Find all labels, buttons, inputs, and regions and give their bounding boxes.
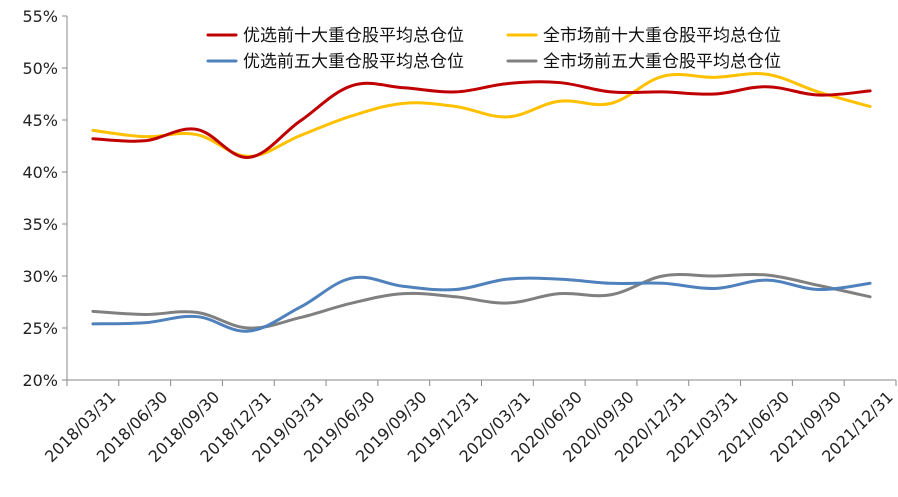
legend-item: 全市场前五大重仓股平均总仓位 [506,52,781,72]
legend-label: 优选前十大重仓股平均总仓位 [243,26,464,46]
series-line-3 [91,272,872,330]
legend-item: 优选前五大重仓股平均总仓位 [206,52,464,72]
y-tick-label: 55% [22,7,58,26]
x-axis-ticks: 2018/03/312018/06/302018/09/302018/12/31… [41,380,897,466]
y-tick-label: 30% [22,267,58,286]
series-line-2 [91,275,872,333]
y-tick-label: 20% [22,371,58,390]
series-line-0 [91,80,872,159]
legend-label: 优选前五大重仓股平均总仓位 [243,52,464,72]
y-tick-label: 45% [22,111,58,130]
chart-legend: 优选前十大重仓股平均总仓位 全市场前十大重仓股平均总仓位优选前五大重仓股平均总仓位… [206,26,781,72]
y-tick-label: 25% [22,319,58,338]
y-tick-label: 50% [22,59,58,78]
y-axis-ticks: 20% 25% 30% 35% 40% 45% 50% 55% [22,7,67,390]
legend-label: 全市场前五大重仓股平均总仓位 [543,52,781,72]
legend-item: 优选前十大重仓股平均总仓位 [206,26,464,46]
series-line-1 [91,72,872,158]
series-lines [91,72,872,333]
legend-label: 全市场前十大重仓股平均总仓位 [543,26,781,46]
legend-item: 全市场前十大重仓股平均总仓位 [506,26,781,46]
y-tick-label: 35% [22,215,58,234]
y-tick-label: 40% [22,163,58,182]
